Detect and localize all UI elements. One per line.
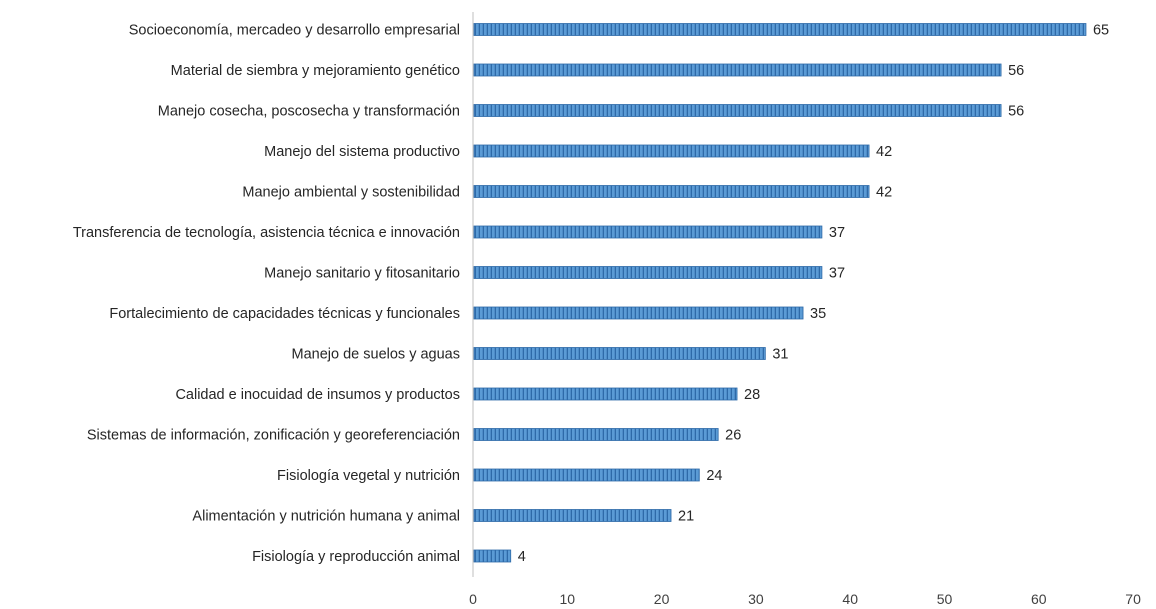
category-label: Fisiología vegetal y nutrición (277, 468, 460, 484)
bar (473, 144, 870, 158)
labels-layer: Socioeconomía, mercadeo y desarrollo emp… (73, 23, 1109, 566)
category-label: Socioeconomía, mercadeo y desarrollo emp… (129, 23, 460, 39)
x-tick-label: 40 (842, 591, 858, 607)
bar (473, 63, 1002, 77)
bars-layer (473, 23, 1087, 563)
axis-layer: 0 10 20 30 40 50 60 70 (469, 12, 1141, 607)
data-label: 56 (1008, 104, 1024, 120)
x-tick-label: 60 (1031, 591, 1047, 607)
category-label: Fisiología y reproducción animal (252, 549, 460, 565)
data-label: 31 (772, 347, 788, 363)
data-label: 35 (810, 306, 826, 322)
bar (473, 266, 823, 279)
bar (473, 347, 766, 360)
x-tick-label: 10 (560, 591, 576, 607)
x-tick-label: 20 (654, 591, 670, 607)
bar (473, 387, 738, 401)
data-label: 37 (829, 225, 845, 241)
bar (473, 23, 1087, 36)
data-label: 24 (706, 468, 722, 484)
x-tick-label: 30 (748, 591, 764, 607)
category-label: Transferencia de tecnología, asistencia … (73, 225, 460, 241)
category-label: Fortalecimiento de capacidades técnicas … (109, 306, 460, 322)
bar (473, 185, 870, 198)
x-tick-label: 0 (469, 591, 477, 607)
x-tick-label: 50 (937, 591, 953, 607)
category-label: Manejo cosecha, poscosecha y transformac… (158, 104, 460, 120)
bar (473, 306, 804, 320)
category-label: Material de siembra y mejoramiento genét… (171, 63, 460, 79)
bar (473, 225, 823, 239)
x-tick-label: 70 (1125, 591, 1141, 607)
data-label: 37 (829, 266, 845, 282)
category-label: Manejo sanitario y fitosanitario (264, 266, 460, 282)
category-label: Manejo del sistema productivo (264, 144, 460, 160)
category-label: Alimentación y nutrición humana y animal (192, 509, 460, 525)
data-label: 56 (1008, 63, 1024, 79)
category-label: Manejo ambiental y sostenibilidad (242, 185, 460, 201)
data-label: 42 (876, 185, 892, 201)
category-label: Sistemas de información, zonificación y … (87, 428, 460, 444)
data-label: 28 (744, 387, 760, 403)
data-label: 21 (678, 509, 694, 525)
bar (473, 549, 512, 563)
bar (473, 104, 1002, 117)
bar (473, 468, 700, 482)
category-label: Calidad e inocuidad de insumos y product… (175, 387, 460, 403)
data-label: 65 (1093, 23, 1109, 39)
bar (473, 428, 719, 441)
data-label: 4 (518, 549, 526, 565)
data-label: 26 (725, 428, 741, 444)
category-label: Manejo de suelos y aguas (292, 347, 460, 363)
bar (473, 509, 672, 522)
data-label: 42 (876, 144, 892, 160)
